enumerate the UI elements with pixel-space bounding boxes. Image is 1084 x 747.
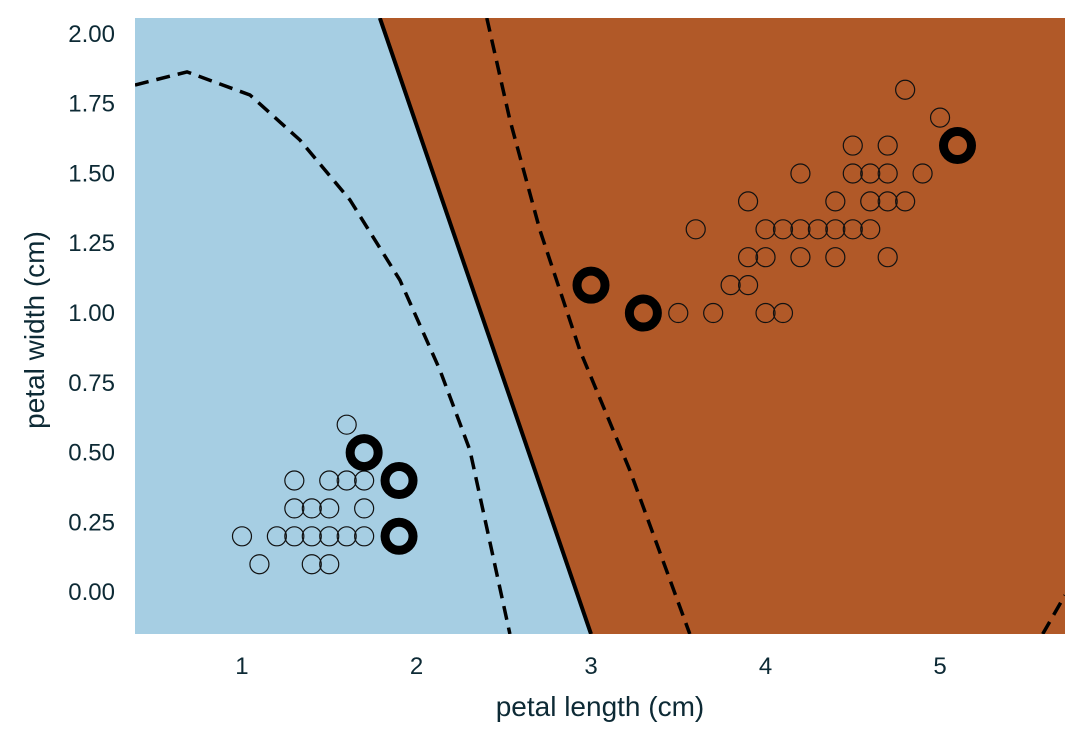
y-tick-label: 1.00 — [68, 300, 115, 327]
data-point — [336, 414, 357, 435]
data-point — [336, 470, 357, 491]
y-axis: 0.00 0.25 0.50 0.75 1.00 1.25 1.50 1.75 2.00 — [68, 21, 115, 606]
support-vector — [380, 461, 418, 499]
data-point — [755, 219, 776, 240]
data-point — [319, 470, 340, 491]
data-point — [877, 247, 898, 268]
data-point — [825, 247, 846, 268]
data-point — [720, 275, 741, 296]
data-point — [929, 107, 951, 128]
data-point — [737, 191, 759, 212]
x-tick-label: 5 — [933, 653, 946, 680]
x-tick-label: 4 — [759, 653, 772, 680]
support-vector — [345, 434, 383, 472]
y-tick-label: 1.50 — [68, 160, 115, 187]
margin-line-0 — [135, 70, 512, 634]
y-tick-label: 2.00 — [68, 21, 115, 48]
data-point — [895, 191, 916, 212]
data-point — [912, 163, 933, 184]
data-point — [301, 526, 322, 547]
y-axis-label: petal width (cm) — [19, 231, 50, 429]
y-tick-label: 0.75 — [68, 370, 115, 397]
data-point — [842, 135, 863, 156]
data-point — [895, 79, 916, 100]
data-point — [860, 163, 881, 184]
data-point — [266, 526, 287, 547]
x-tick-label: 1 — [235, 653, 248, 680]
x-tick-label: 2 — [410, 653, 423, 680]
data-point — [860, 219, 881, 240]
data-point — [790, 219, 811, 240]
data-point — [877, 191, 898, 212]
data-point — [249, 554, 270, 575]
data-point — [284, 526, 305, 547]
data-point — [284, 470, 305, 491]
data-point — [354, 526, 375, 547]
x-axis: 1 2 3 4 5 — [235, 653, 946, 680]
support-vector — [380, 517, 418, 555]
y-tick-label: 0.50 — [68, 440, 115, 467]
y-tick-label: 0.00 — [68, 579, 115, 606]
data-point — [685, 219, 706, 240]
plot-area — [135, 18, 1065, 634]
data-point — [755, 247, 776, 268]
data-point — [319, 498, 340, 519]
data-point — [877, 135, 898, 156]
data-point — [860, 191, 881, 212]
data-point — [284, 498, 305, 519]
data-point — [842, 163, 863, 184]
data-point — [668, 302, 689, 324]
data-point — [301, 554, 322, 575]
data-point — [737, 247, 759, 268]
support-vector — [624, 294, 662, 332]
support-vector — [572, 266, 610, 304]
data-point — [877, 163, 898, 184]
decision-boundary-line — [377, 18, 593, 634]
data-point — [737, 275, 759, 296]
x-tick-label: 3 — [584, 653, 597, 680]
data-point — [336, 526, 357, 547]
y-tick-label: 1.25 — [68, 230, 115, 257]
margin-line-2 — [1041, 594, 1065, 634]
data-point — [231, 526, 253, 547]
data-point — [825, 219, 846, 240]
data-point — [790, 247, 811, 268]
data-point — [301, 498, 322, 519]
data-point — [319, 554, 340, 575]
data-point — [319, 526, 340, 547]
data-point — [772, 219, 794, 240]
data-point — [703, 302, 724, 324]
data-point — [772, 302, 794, 324]
data-point — [755, 302, 776, 324]
data-point — [790, 163, 811, 184]
data-point — [842, 219, 863, 240]
data-point — [825, 191, 846, 212]
data-point — [354, 498, 375, 519]
y-tick-label: 0.25 — [68, 509, 115, 536]
x-axis-label: petal length (cm) — [496, 691, 705, 722]
support-vector — [938, 127, 976, 165]
data-point — [807, 219, 828, 240]
y-tick-label: 1.75 — [68, 91, 115, 118]
